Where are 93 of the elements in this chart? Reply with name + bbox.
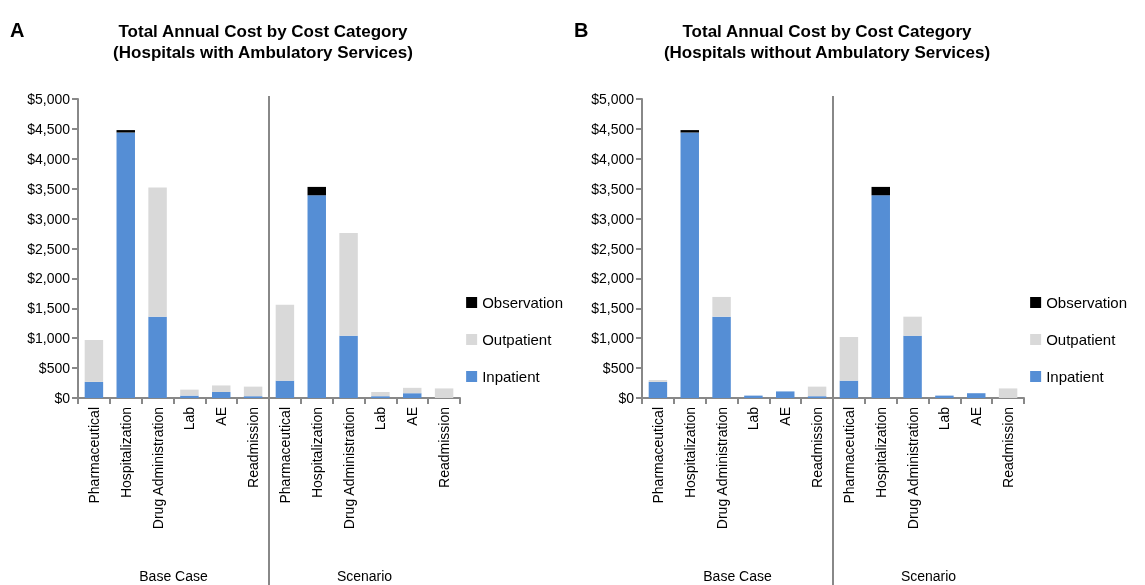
x-tick-label: AE (213, 407, 230, 426)
y-tick-label: $500 (38, 360, 71, 377)
y-tick-label: $0 (54, 390, 71, 406)
x-tick-label: Hospitalization (308, 407, 325, 499)
x-tick-label: Readmission (809, 407, 826, 488)
bar (243, 386, 263, 397)
x-tick-label: Drug Administration (904, 407, 921, 530)
bar (307, 195, 326, 398)
bar (776, 391, 795, 398)
bar (839, 380, 859, 398)
bar (307, 186, 326, 196)
bar (275, 380, 295, 398)
x-tick-label: Drug Administration (340, 407, 357, 530)
text: B (574, 19, 589, 41)
x-tick-label: Hospitalization (872, 407, 889, 499)
chart-title: Total Annual Cost by Cost Category (Hospitals with Ambulatory Services) (113, 22, 413, 62)
bar (903, 335, 922, 398)
y-tick-label: $2,500 (27, 240, 71, 257)
bar (680, 132, 699, 398)
x-tick-label: Pharmaceutical (649, 407, 666, 504)
bar (712, 296, 731, 317)
text: Scenario (900, 568, 957, 584)
y-tick-label: $1,000 (27, 330, 71, 347)
bar (434, 388, 454, 398)
legend-label: Observation (482, 294, 563, 311)
y-tick-label: $0 (618, 390, 635, 406)
legend-label: Observation (1046, 294, 1127, 311)
bar (275, 304, 295, 381)
y-tick-label: $500 (602, 360, 635, 377)
bar (339, 232, 358, 336)
x-tick-label: Pharmaceutical (276, 407, 293, 504)
legend-label: Inpatient (1046, 368, 1105, 385)
bar (839, 337, 859, 381)
y-tick-label: $3,000 (591, 210, 635, 227)
y-tick-label: $3,000 (27, 210, 71, 227)
x-tick-label: AE (777, 407, 794, 426)
bar (371, 392, 390, 397)
x-tick-label: Lab (745, 406, 762, 431)
bar (998, 388, 1018, 398)
bar (212, 392, 231, 398)
bar (403, 387, 422, 394)
bar (84, 381, 104, 398)
bar (84, 339, 104, 382)
y-tick-label: $3,500 (591, 180, 635, 197)
x-tick-label: Readmission (1000, 407, 1017, 488)
bar (903, 316, 922, 336)
bar (871, 195, 890, 398)
text: Scenario (336, 568, 393, 584)
legend-label: Outpatient (482, 331, 553, 348)
bar (712, 316, 731, 398)
bar (871, 186, 890, 196)
x-tick-label: Readmission (245, 407, 262, 488)
x-tick-label: Hospitalization (681, 407, 698, 499)
bar (648, 381, 668, 398)
x-tick-label: Drug Administration (713, 407, 730, 530)
bar (339, 335, 358, 398)
legend-label: Outpatient (1046, 331, 1117, 348)
y-tick-label: $1,500 (591, 300, 635, 317)
x-tick-label: Drug Administration (149, 407, 166, 530)
y-tick-label: $4,000 (591, 150, 635, 167)
bar (807, 386, 827, 397)
y-tick-label: $4,000 (27, 150, 71, 167)
bar (180, 389, 199, 396)
x-tick-label: Pharmaceutical (85, 407, 102, 504)
y-tick-label: $5,000 (591, 91, 635, 107)
bar (212, 385, 231, 393)
y-tick-label: $3,500 (27, 180, 71, 197)
y-tick-label: $4,500 (591, 120, 635, 137)
x-tick-label: AE (404, 407, 421, 426)
text: A (10, 19, 25, 41)
y-tick-label: $2,000 (591, 270, 635, 287)
y-tick-label: $2,000 (27, 270, 71, 287)
y-tick-label: $5,000 (27, 91, 71, 107)
text: Base Case (703, 568, 772, 584)
y-tick-label: $2,500 (591, 240, 635, 257)
x-tick-label: Lab (181, 406, 198, 431)
text: Base Case (139, 568, 208, 584)
x-tick-label: AE (968, 407, 985, 426)
bar (148, 316, 167, 398)
x-tick-label: Hospitalization (117, 407, 134, 499)
legend-label: Inpatient (482, 368, 541, 385)
y-tick-label: $1,500 (27, 300, 71, 317)
bar (403, 393, 422, 398)
bar (116, 132, 135, 398)
y-tick-label: $4,500 (27, 120, 71, 137)
bar (148, 187, 167, 317)
x-tick-label: Pharmaceutical (840, 407, 857, 504)
y-tick-label: $1,000 (591, 330, 635, 347)
bar (967, 393, 986, 398)
x-tick-label: Lab (372, 406, 389, 431)
x-tick-label: Lab (936, 406, 953, 431)
chart-title: Total Annual Cost by Cost Category (Hospitals without Ambulatory Services) (663, 22, 991, 62)
x-tick-label: Readmission (436, 407, 453, 488)
